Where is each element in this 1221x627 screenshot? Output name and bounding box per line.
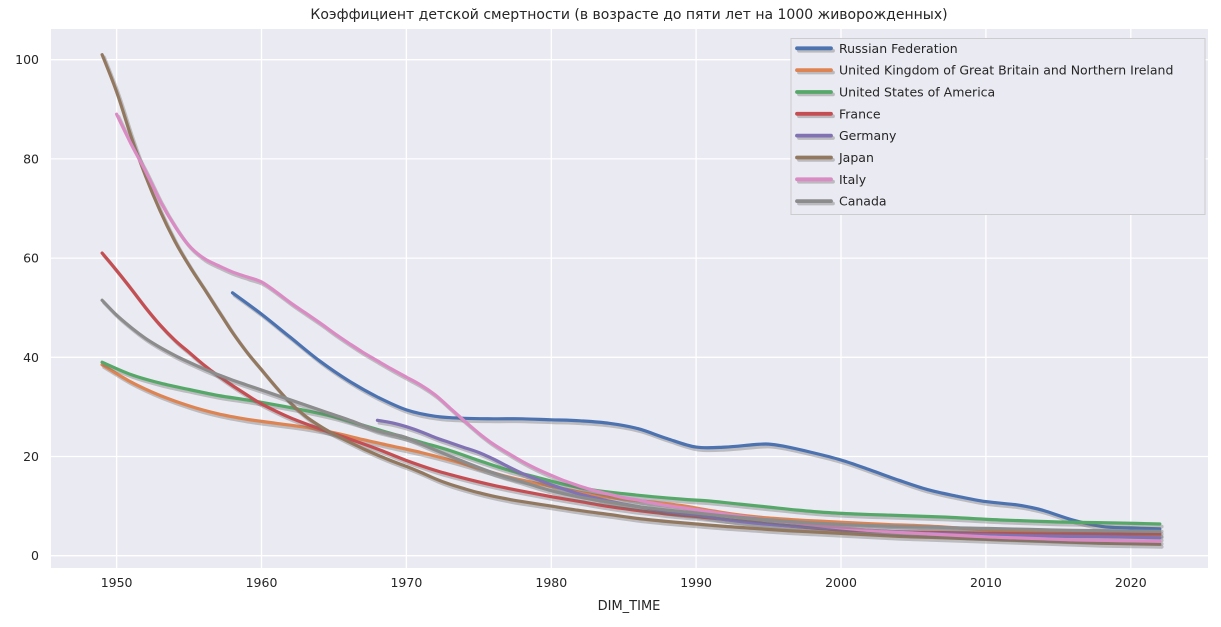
x-tick-label: 2000: [825, 575, 857, 590]
legend-label-russian-federation: Russian Federation: [839, 41, 958, 56]
legend-label-japan: Japan: [838, 150, 874, 165]
x-tick-label: 2010: [970, 575, 1002, 590]
legend-label-italy: Italy: [839, 172, 867, 187]
series-line-japan: [100, 53, 1162, 546]
y-tick-label: 60: [23, 251, 39, 266]
series-line-united-states-of-america: [100, 360, 1162, 526]
y-tick-label: 100: [15, 52, 39, 67]
legend-label-canada: Canada: [839, 194, 887, 209]
legend-label-united-kingdom-of-great-britain-and-northern-ireland: United Kingdom of Great Britain and Nort…: [839, 63, 1173, 78]
legend-box: [790, 38, 1206, 215]
y-tick-label: 20: [23, 449, 39, 464]
x-tick-label: 1990: [680, 575, 712, 590]
series-line-canada: [100, 298, 1162, 533]
x-tick-label: 2020: [1115, 575, 1147, 590]
legend: Russian Federation United Kingdom of Grea…: [790, 38, 1206, 215]
x-tick-label: 1980: [535, 575, 567, 590]
series-shadow-canada: [102, 300, 1164, 536]
y-tick-label: 0: [31, 548, 39, 563]
series-shadow-russian-federation: [232, 293, 1164, 534]
x-tick-label: 1960: [246, 575, 278, 590]
y-tick-label: 40: [23, 350, 39, 365]
chart-title: Коэффициент детской смертности (в возрас…: [310, 7, 947, 23]
legend-label-germany: Germany: [839, 128, 897, 143]
legend-label-united-states-of-america: United States of America: [839, 85, 995, 100]
series-lines: [100, 53, 1164, 549]
grid: [51, 29, 1208, 568]
y-tick-label: 80: [23, 151, 39, 166]
series-shadow-united-kingdom-of-great-britain-and-northern-ireland: [102, 365, 1164, 540]
x-tick-label: 1950: [101, 575, 133, 590]
x-tick-label: 1970: [390, 575, 422, 590]
series-shadow-united-states-of-america: [102, 362, 1164, 529]
legend-label-france: France: [839, 106, 881, 121]
series-line-russian-federation: [230, 291, 1162, 531]
series-line-italy: [115, 112, 1162, 543]
x-axis-label: DIM_TIME: [598, 599, 661, 614]
